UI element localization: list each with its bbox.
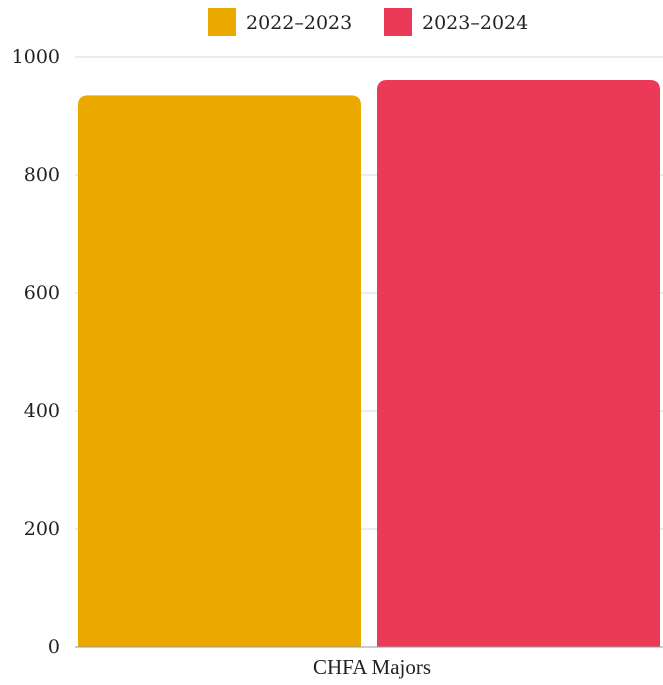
legend-label-2022-2023: 2022–2023 — [246, 12, 352, 34]
y-tick-label: 1000 — [12, 46, 60, 68]
bars — [78, 80, 660, 648]
category-label: CHFA Majors — [313, 655, 431, 679]
legend-swatch-2023-2024 — [384, 8, 412, 36]
legend-item-2023-2024[interactable]: 2023–2024 — [384, 8, 528, 36]
y-tick-label: 800 — [24, 164, 60, 186]
legend-swatch-2022-2023 — [208, 8, 236, 36]
legend-item-2022-2023[interactable]: 2022–2023 — [208, 8, 352, 36]
y-tick-label: 400 — [24, 400, 60, 422]
y-axis: 0 200 400 600 800 1000 — [12, 46, 60, 658]
y-tick-label: 600 — [24, 282, 60, 304]
y-tick-label: 0 — [48, 636, 60, 658]
y-tick-label: 200 — [24, 518, 60, 540]
bar-2022-2023[interactable] — [78, 95, 361, 648]
legend-label-2023-2024: 2023–2024 — [422, 12, 528, 34]
legend[interactable]: 2022–2023 2023–2024 — [208, 8, 528, 36]
bar-2023-2024[interactable] — [377, 80, 660, 647]
x-axis: CHFA Majors — [313, 655, 431, 679]
